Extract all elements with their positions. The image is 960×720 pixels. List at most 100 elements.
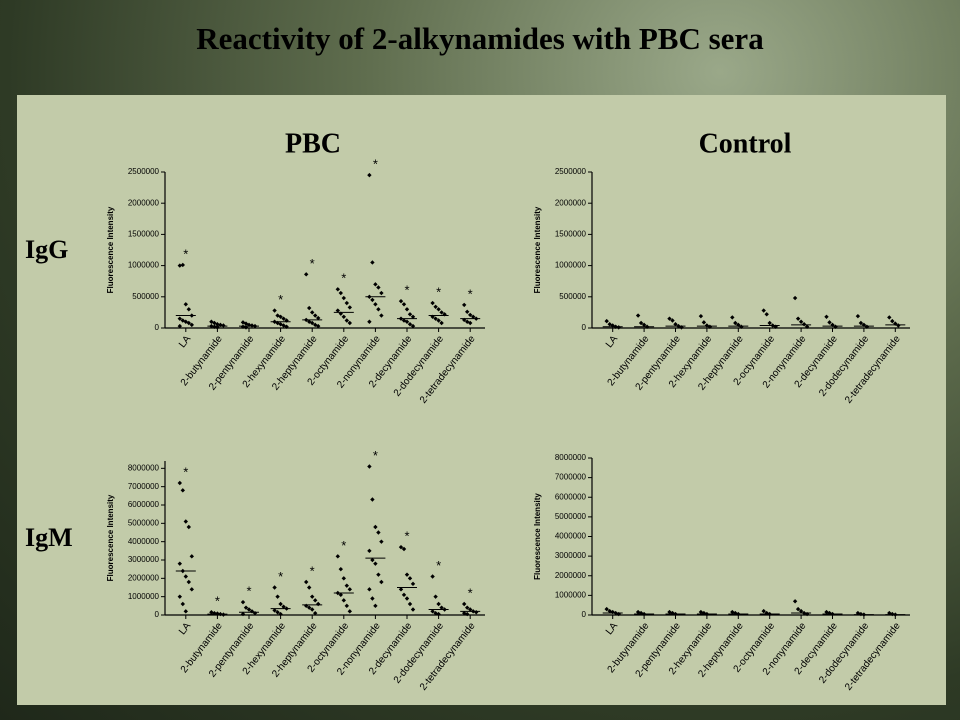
data-point xyxy=(471,314,476,319)
significance-mark: * xyxy=(278,569,283,584)
significance-mark: * xyxy=(215,594,220,609)
data-point xyxy=(887,315,892,320)
data-point xyxy=(733,320,738,326)
data-point xyxy=(243,321,249,326)
data-point xyxy=(183,609,188,614)
y-tick-label: 6000000 xyxy=(128,500,160,509)
data-point xyxy=(410,581,416,587)
data-point xyxy=(430,300,435,306)
data-point xyxy=(465,611,470,617)
panel xyxy=(17,95,946,705)
y-tick-label: 500000 xyxy=(559,292,586,301)
data-point xyxy=(313,598,318,603)
data-point xyxy=(468,607,473,612)
data-point xyxy=(370,297,375,303)
y-tick-label: 3000000 xyxy=(128,555,160,564)
data-point xyxy=(215,322,220,327)
data-point xyxy=(638,610,644,616)
data-point xyxy=(313,313,318,318)
data-point xyxy=(404,572,410,577)
data-point xyxy=(468,320,473,326)
y-tick-label: 1000000 xyxy=(128,592,160,601)
data-point xyxy=(215,611,220,616)
data-point xyxy=(436,307,441,312)
data-point xyxy=(180,262,185,268)
y-tick-label: 1000000 xyxy=(555,590,587,599)
data-point xyxy=(338,290,343,296)
data-point xyxy=(278,601,283,607)
data-point xyxy=(798,319,804,324)
data-point xyxy=(373,561,378,566)
data-point xyxy=(373,603,378,609)
data-point xyxy=(344,318,349,323)
row-label: IgG xyxy=(25,235,68,264)
data-point xyxy=(189,587,194,592)
data-point xyxy=(398,298,404,304)
data-point xyxy=(641,322,647,328)
data-point xyxy=(376,285,381,290)
data-point xyxy=(180,488,185,493)
data-point xyxy=(370,260,375,265)
data-point xyxy=(616,325,621,330)
data-point xyxy=(370,557,375,563)
data-point xyxy=(465,605,470,610)
y-tick-label: 5000000 xyxy=(128,518,160,527)
data-point xyxy=(186,524,191,530)
data-point xyxy=(439,310,444,315)
y-axis-label: Fluorescence Intensity xyxy=(106,494,115,581)
y-tick-label: 1000000 xyxy=(128,261,160,270)
data-point xyxy=(376,572,381,577)
data-point xyxy=(890,318,895,324)
data-point xyxy=(792,599,798,604)
data-point xyxy=(243,325,249,330)
data-point xyxy=(407,312,413,317)
y-axis-label: Fluorescence Intensity xyxy=(106,206,115,293)
data-point xyxy=(465,309,470,314)
data-point xyxy=(439,320,444,326)
data-point xyxy=(764,610,769,616)
data-point xyxy=(272,585,277,590)
data-point xyxy=(379,290,384,296)
data-point xyxy=(798,608,804,614)
data-point xyxy=(804,324,810,329)
data-point xyxy=(367,548,372,554)
significance-mark: * xyxy=(468,286,473,301)
data-point xyxy=(177,480,182,486)
data-point xyxy=(607,608,612,614)
data-point xyxy=(376,530,381,535)
data-point xyxy=(698,313,704,319)
data-point xyxy=(278,314,283,319)
data-point xyxy=(246,607,252,612)
data-point xyxy=(310,310,315,315)
data-point xyxy=(180,601,185,607)
data-point xyxy=(367,172,372,178)
data-point xyxy=(607,322,612,327)
data-point xyxy=(347,305,352,310)
data-point xyxy=(893,321,898,326)
data-point xyxy=(410,607,416,612)
data-point xyxy=(335,554,340,559)
data-point xyxy=(240,320,246,325)
y-tick-label: 1000000 xyxy=(555,261,587,270)
y-tick-label: 5000000 xyxy=(555,512,587,521)
data-point xyxy=(896,323,901,328)
y-tick-label: 2000000 xyxy=(128,198,160,207)
data-point xyxy=(347,320,352,326)
data-point xyxy=(764,312,769,317)
data-point xyxy=(673,322,678,327)
data-point xyxy=(367,587,372,592)
data-point xyxy=(307,585,312,590)
y-tick-label: 1500000 xyxy=(555,230,587,239)
data-point xyxy=(183,302,188,307)
data-point xyxy=(736,322,741,328)
data-point xyxy=(401,302,407,307)
significance-mark: * xyxy=(246,584,251,599)
data-point xyxy=(310,594,315,599)
significance-mark: * xyxy=(183,464,188,479)
data-point xyxy=(638,320,644,326)
data-point xyxy=(379,579,384,585)
data-point xyxy=(307,605,312,610)
data-point xyxy=(795,606,801,612)
significance-mark: * xyxy=(341,271,346,286)
